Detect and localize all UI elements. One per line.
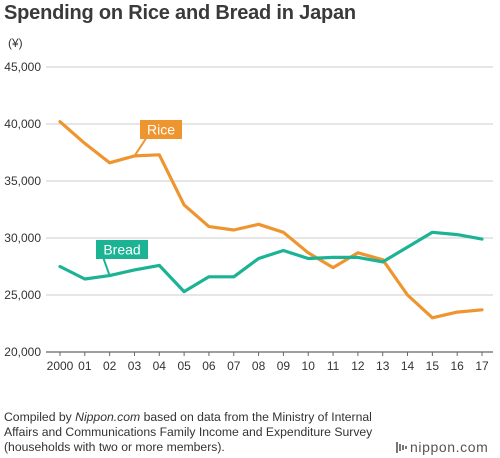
rice-data-point [83,142,86,145]
line-chart: (¥) 20,000 25,000 30,000 35,000 40,000 45,000… [4,36,493,373]
brand-logo: nippon.com [396,439,488,455]
rice-data-point [232,229,235,232]
source-suffix: based on data from the Ministry of Inter… [4,410,373,454]
x-tick-label: 01 [78,359,92,373]
bread-series-label: Bread [103,242,140,258]
source-note: Compiled by Nippon.com based on data fro… [4,410,376,455]
x-tick-label: 07 [227,359,241,373]
x-tick-label: 15 [426,359,440,373]
bread-data-point [207,275,210,278]
rice-data-point [406,294,409,297]
bread-data-point [232,275,235,278]
x-tick-label: 05 [177,359,191,373]
bread-data-point [481,238,484,241]
x-tick-label: 08 [252,359,266,373]
bread-data-point [356,256,359,259]
x-tick-label: 10 [302,359,316,373]
bread-callout-pointer [102,256,111,276]
rice-callout-pointer [133,136,148,157]
rice-data-point [158,153,161,156]
y-tick-label: 25,000 [4,288,41,302]
rice-callout-box [140,120,182,139]
x-tick-label: 14 [401,359,415,373]
y-tick-label: 30,000 [4,231,41,245]
x-tick-label: 06 [202,359,216,373]
rice-data-point [59,120,62,123]
rice-data-point [183,203,186,206]
rice-data-point [257,223,260,226]
y-tick-label: 20,000 [4,345,41,359]
rice-data-point [282,231,285,234]
bread-series-line [58,230,484,294]
x-tick-label: 16 [450,359,464,373]
bread-data-point [431,231,434,234]
y-tick-label: 40,000 [4,117,41,131]
source-prefix: Compiled by [4,410,76,424]
x-tick-label: 11 [327,359,340,373]
x-tick-label: 09 [277,359,291,373]
bread-callout-box [96,240,148,259]
y-tick-label: 35,000 [4,174,41,188]
bread-data-point [133,268,136,271]
brand-name: nippon.com [410,439,489,455]
rice-data-point [431,316,434,319]
x-tick-label: 04 [153,359,167,373]
y-axis-unit-label: (¥) [8,36,23,50]
chart-title: Spending on Rice and Bread in Japan [4,2,356,24]
x-tick-label: 2000 [47,359,74,373]
rice-data-point [356,251,359,254]
bread-data-point [257,257,260,260]
rice-data-point [456,311,459,314]
rice-data-point [108,161,111,164]
bread-data-point [456,233,459,236]
bread-data-point [332,256,335,259]
rice-data-point [307,251,310,254]
rice-series-line [58,120,484,320]
x-tick-label: 13 [376,359,390,373]
rice-data-point [481,308,484,311]
x-tick-label: 12 [351,359,365,373]
bread-data-point [83,278,86,281]
bread-data-point [183,290,186,293]
rice-data-point [207,225,210,228]
source-name: Nippon.com [75,410,141,424]
bread-data-point [158,264,161,267]
x-tick-label: 03 [128,359,142,373]
bread-data-point [307,257,310,260]
bread-data-point [282,249,285,252]
bread-data-point [406,246,409,249]
y-tick-label: 45,000 [4,60,41,74]
x-tick-label: 02 [103,359,117,373]
rice-series-label: Rice [147,122,175,138]
rice-data-point [332,266,335,269]
bread-data-point [59,265,62,268]
x-tick-label: 17 [475,359,489,373]
bread-data-point [381,260,384,263]
nippon-logo-icon [396,442,407,453]
